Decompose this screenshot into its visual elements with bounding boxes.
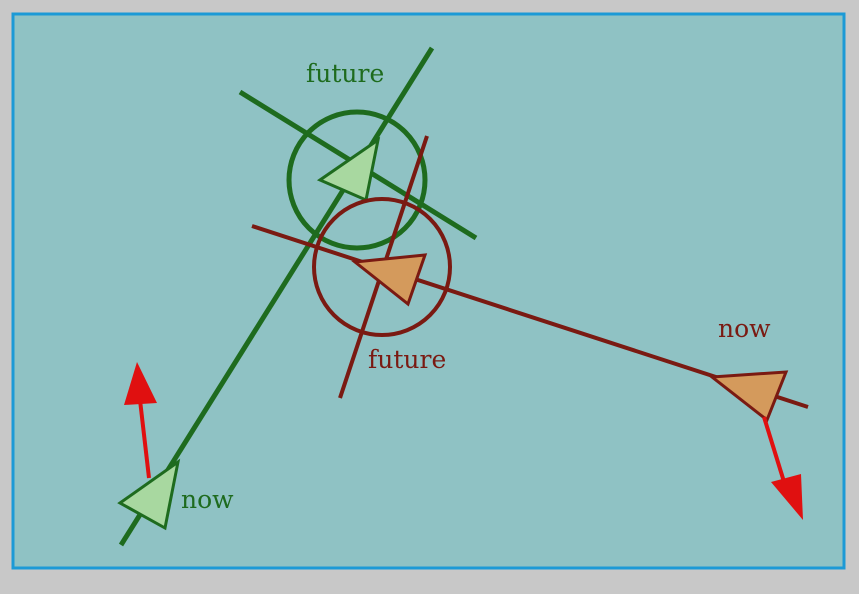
brown-velocity-arrow bbox=[762, 416, 803, 520]
diagram-background bbox=[11, 12, 846, 570]
brown-future-circle bbox=[312, 197, 452, 337]
green-agent: future now bbox=[117, 46, 478, 547]
green-now-triangle bbox=[117, 458, 181, 531]
brown-agent: future now bbox=[251, 135, 809, 520]
green-future-triangle bbox=[316, 136, 381, 203]
brown-now-label: now bbox=[718, 314, 771, 343]
brown-future-triangle bbox=[351, 253, 428, 307]
green-future-label: future bbox=[306, 59, 384, 88]
green-velocity-arrow bbox=[124, 362, 157, 479]
green-now-label: now bbox=[181, 485, 234, 514]
green-trajectory-line bbox=[118, 46, 435, 547]
brown-now-triangle bbox=[707, 370, 789, 423]
green-future-circle bbox=[286, 109, 428, 251]
brown-future-label: future bbox=[368, 345, 446, 374]
